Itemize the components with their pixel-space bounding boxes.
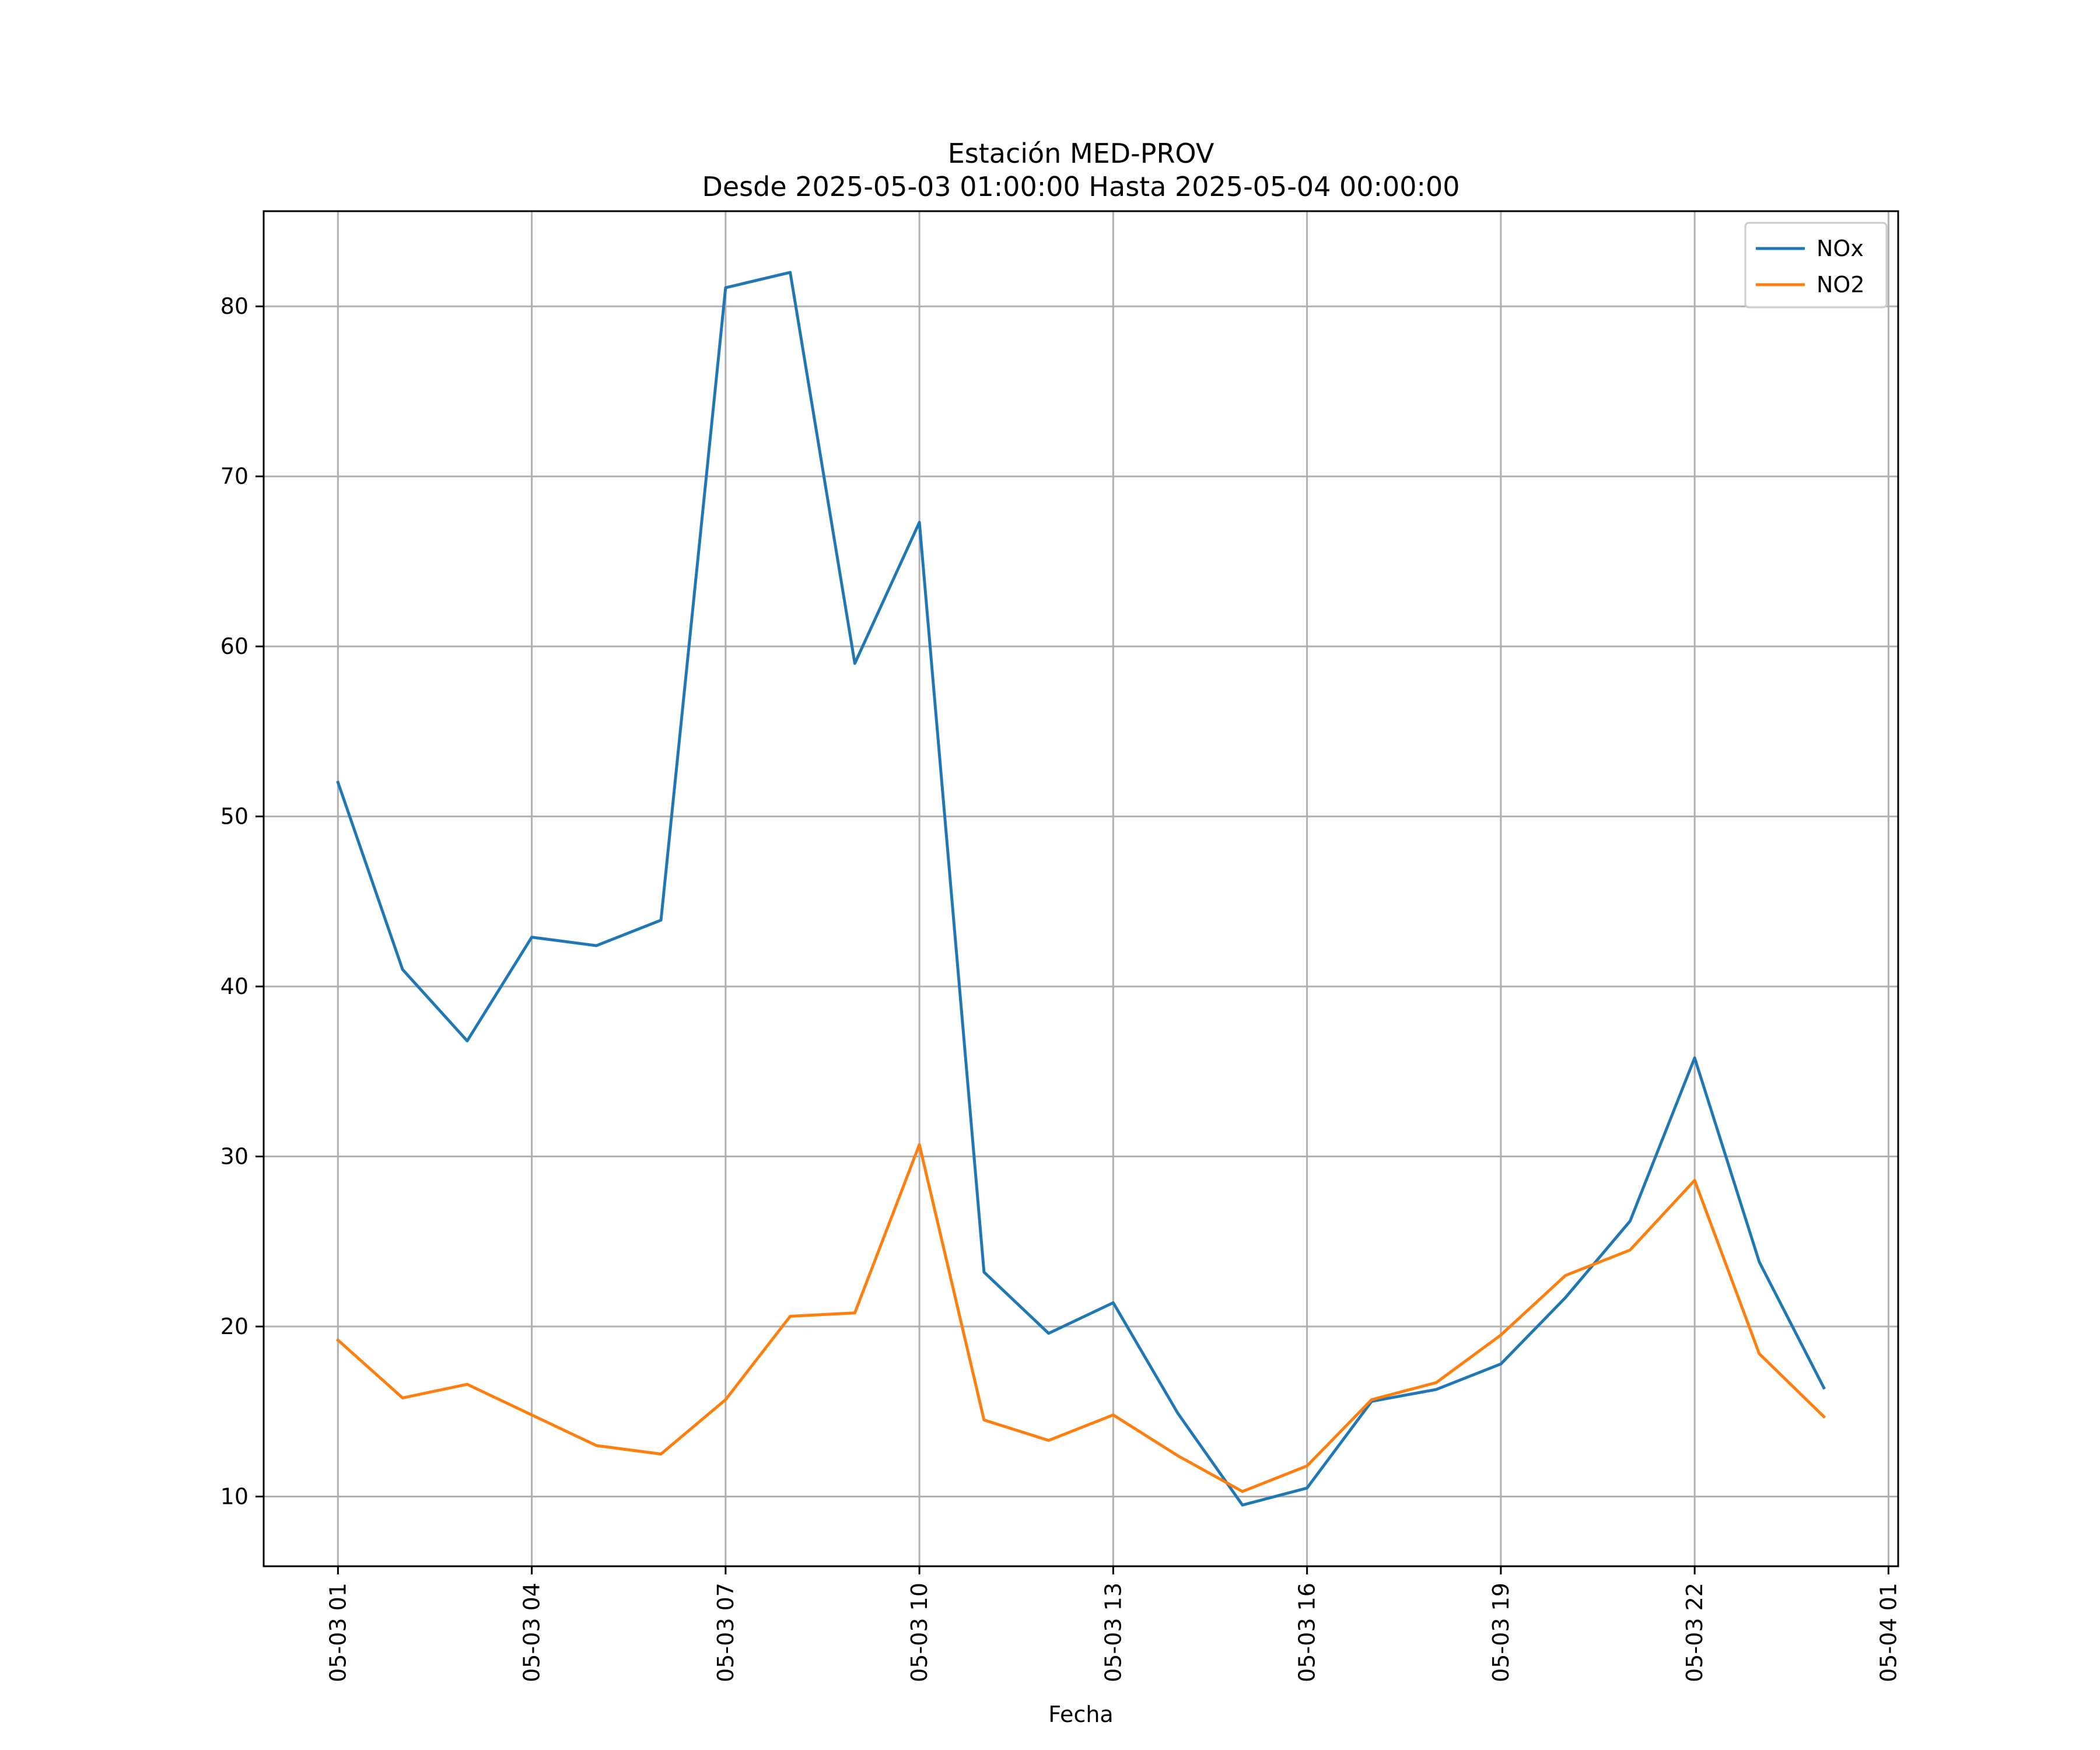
chart-title: Estación MED-PROV — [948, 138, 1214, 169]
chart-subtitle: Desde 2025-05-03 01:00:00 Hasta 2025-05-… — [702, 171, 1460, 202]
x-tick-label: 05-03 22 — [1682, 1583, 1707, 1682]
series-line-nox — [336, 271, 1826, 1507]
x-tick-label: 05-03 10 — [907, 1583, 932, 1682]
series-layer — [335, 271, 1826, 1507]
x-tick-label: 05-03 13 — [1100, 1583, 1126, 1682]
grid-lines — [264, 211, 1898, 1566]
y-axis-ticks: 10 20 30 40 50 60 70 80 — [220, 293, 264, 1509]
x-tick-label: 05-03 01 — [325, 1583, 351, 1682]
legend: NOx NO2 — [1744, 222, 1888, 309]
x-tick-label: 05-03 16 — [1294, 1583, 1320, 1682]
x-tick-label: 05-03 04 — [519, 1583, 545, 1682]
y-tick-label: 80 — [220, 293, 249, 319]
x-tick-label: 05-04 01 — [1875, 1583, 1901, 1682]
plot-area-frame — [262, 210, 1899, 1567]
y-tick-label: 60 — [220, 634, 249, 659]
x-tick-label: 05-03 19 — [1488, 1583, 1514, 1682]
y-tick-label: 30 — [220, 1144, 249, 1170]
y-tick-label: 50 — [220, 804, 249, 830]
y-tick-label: 20 — [220, 1314, 249, 1339]
x-tick-label: 05-03 07 — [713, 1583, 738, 1682]
legend-label-nox: NOx — [1817, 236, 1864, 261]
y-tick-label: 40 — [220, 974, 249, 999]
legend-label-no2: NO2 — [1817, 272, 1865, 298]
x-axis-label: Fecha — [1048, 1702, 1113, 1727]
legend-box — [1744, 222, 1888, 309]
y-tick-label: 70 — [220, 464, 249, 489]
x-axis-ticks: 05-03 01 05-03 04 05-03 07 05-03 10 05-03 13… — [325, 1566, 1901, 1682]
y-tick-label: 10 — [220, 1483, 249, 1509]
series-line-no2 — [335, 1143, 1826, 1493]
